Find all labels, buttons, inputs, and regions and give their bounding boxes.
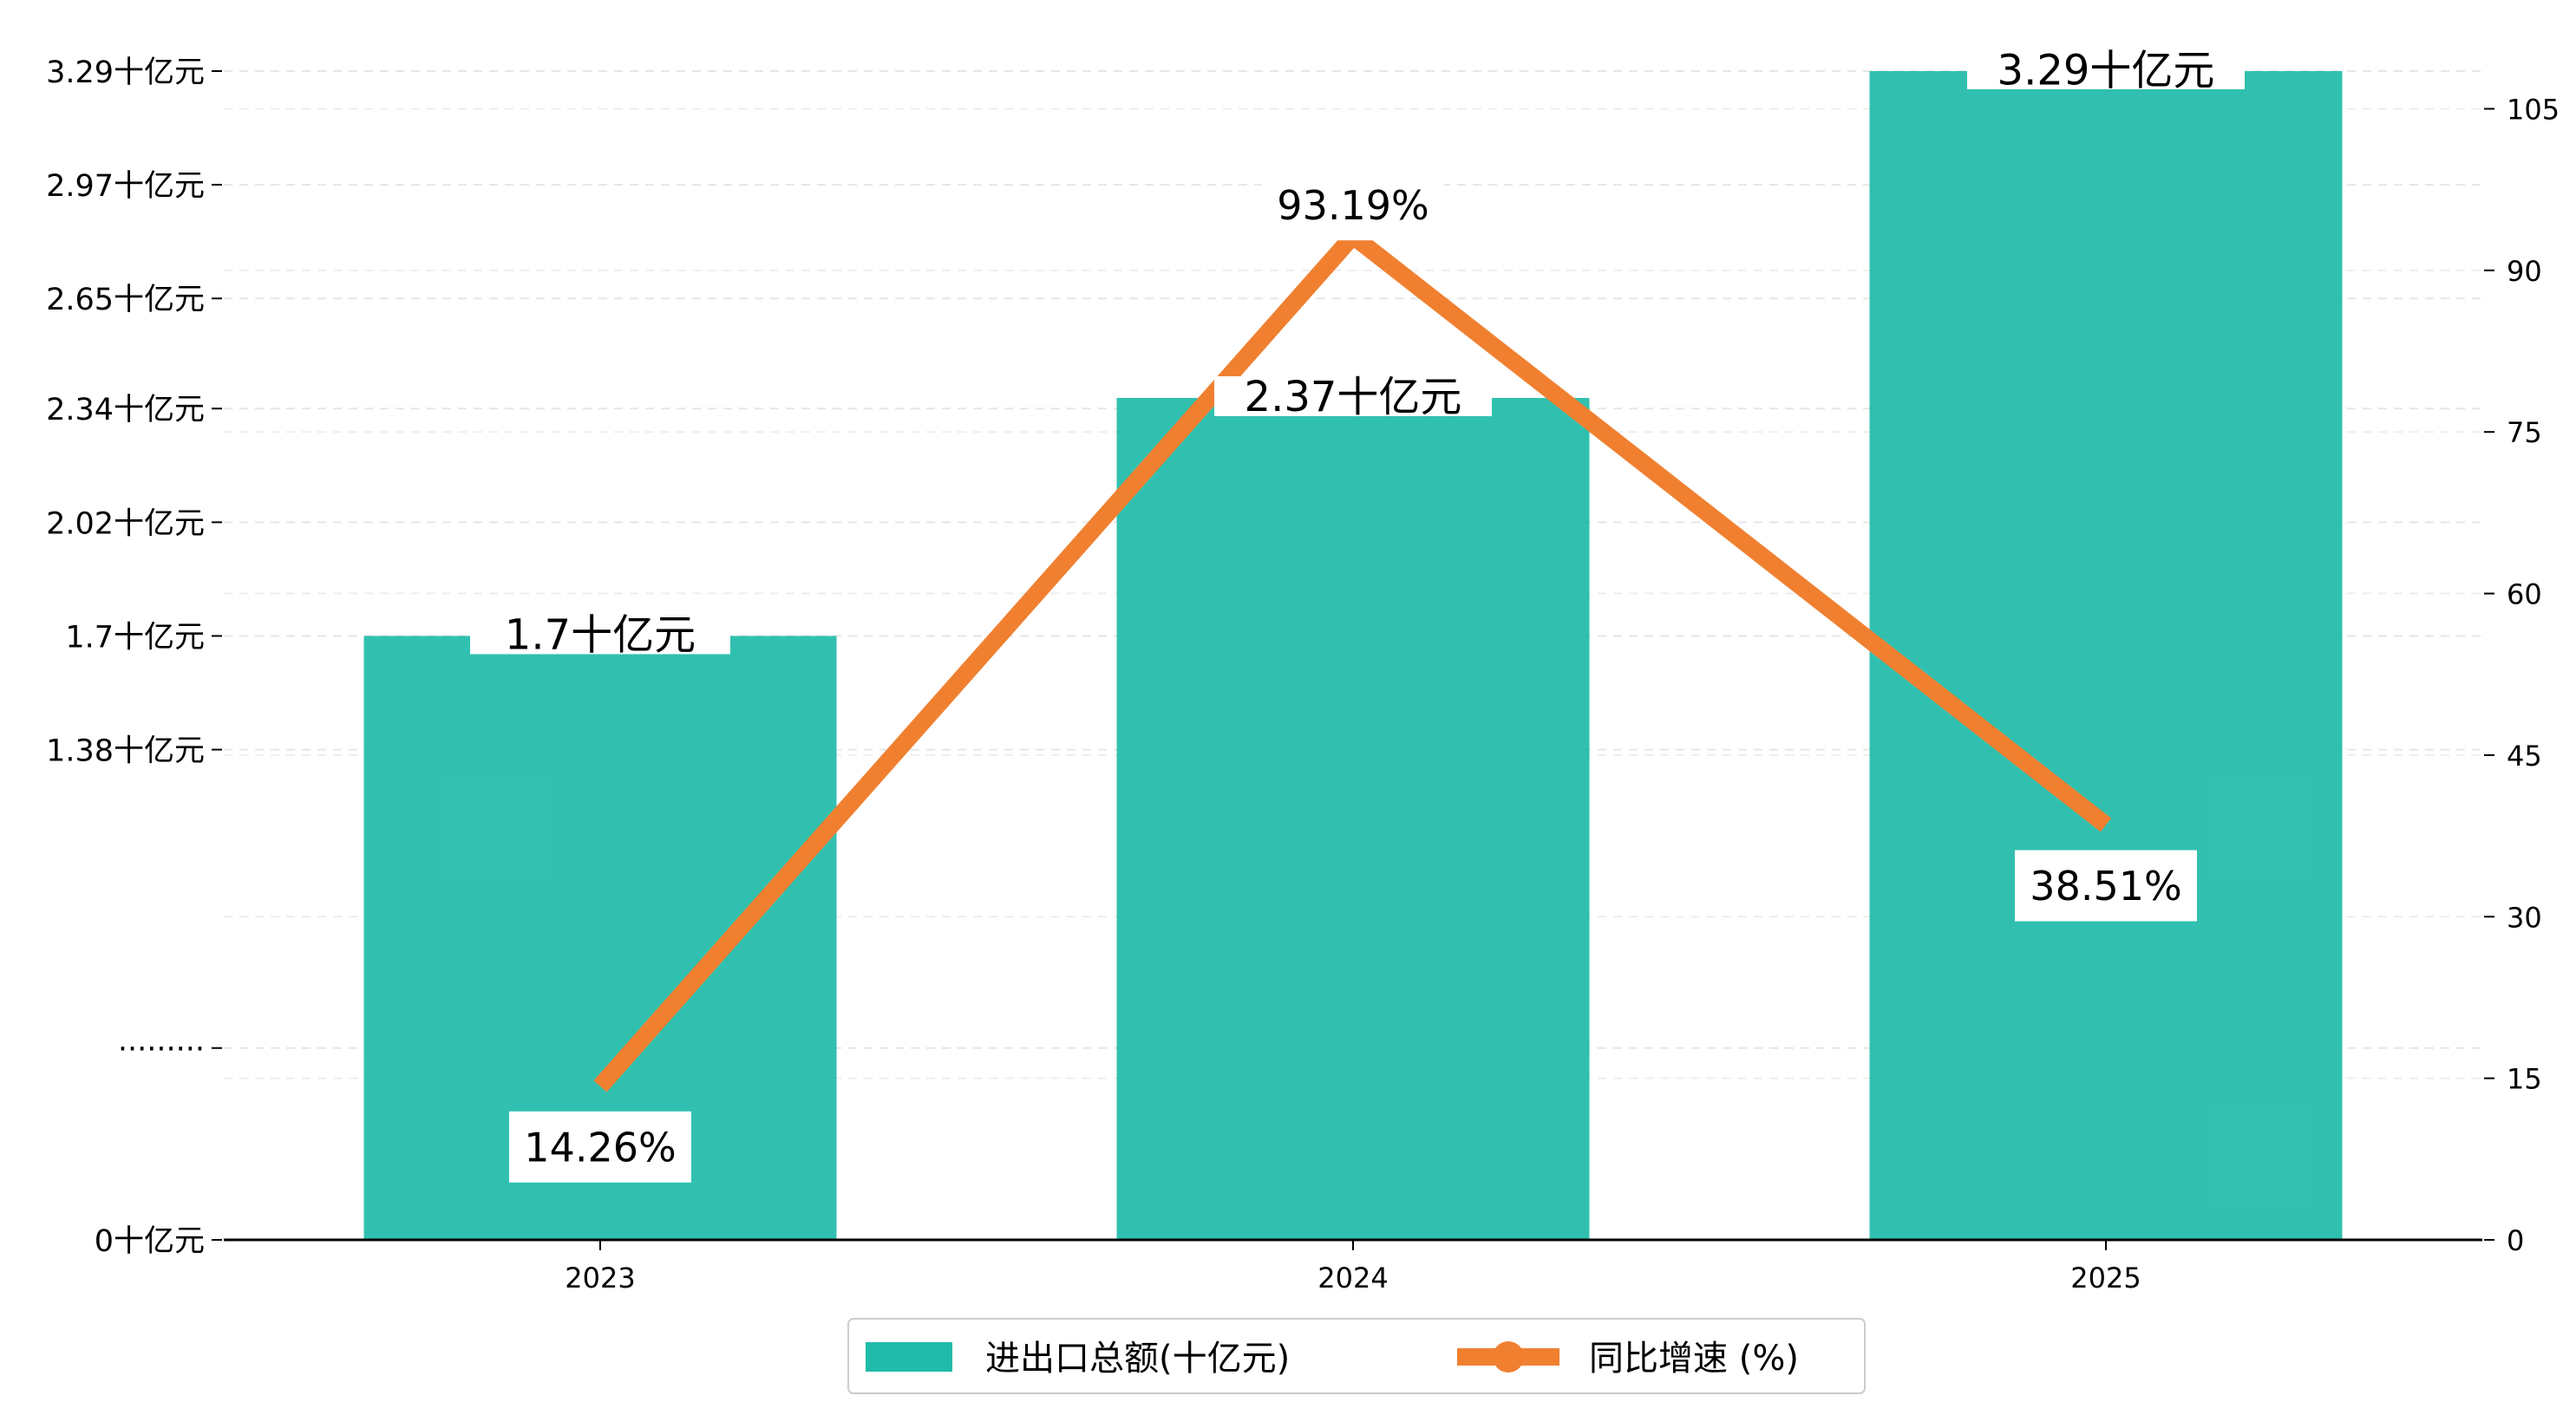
axes: 2023 2024 2025 0十亿元 ········· 1.38十亿元 1.7十亿元 2.… <box>46 55 2560 1294</box>
bar-2024 <box>1116 397 1590 1240</box>
y-left-tick-label: 3.29十亿元 <box>46 55 205 90</box>
bar-value-label-box <box>470 614 730 655</box>
y-left-tick-label: 1.7十亿元 <box>65 620 205 655</box>
y-left-tick-label: 2.34十亿元 <box>46 393 205 427</box>
y-right-tick-label: 15 <box>2507 1063 2542 1096</box>
y-right-tick-label: 105 <box>2507 93 2560 126</box>
y-left-tick-label: 0十亿元 <box>95 1224 205 1259</box>
bar-value-label: 3.29十亿元 <box>1997 46 2215 95</box>
growth-value-label-box <box>1262 169 1444 241</box>
y-right-tick-label: 0 <box>2507 1224 2524 1257</box>
growth-value-label: 93.19% <box>1277 182 1429 229</box>
y-left-tick-label: 2.02十亿元 <box>46 506 205 541</box>
x-tick-label: 2024 <box>1317 1262 1388 1294</box>
y-left-tick-label: 2.65十亿元 <box>46 283 205 317</box>
y-right-tick-label: 45 <box>2507 740 2542 773</box>
growth-value-label-box <box>2015 850 2197 922</box>
legend-line-label: 同比增速 (%) <box>1589 1339 1799 1379</box>
growth-value-label-box <box>509 1111 691 1183</box>
x-tick-label: 2023 <box>565 1262 635 1294</box>
bar-value-label: 1.7十亿元 <box>505 611 696 660</box>
y-right-tick-label: 90 <box>2507 255 2542 288</box>
y-right-tick-label: 30 <box>2507 901 2542 934</box>
x-tick-label: 2025 <box>2070 1262 2141 1294</box>
y-left-tick-label: 1.38十亿元 <box>46 734 205 769</box>
legend-bar-label: 进出口总额(十亿元) <box>985 1339 1290 1379</box>
legend-frame <box>847 1318 1866 1394</box>
bar-value-label-box <box>1967 49 2245 89</box>
bar-value-label-box <box>1214 375 1492 416</box>
y-right-tick-label: 60 <box>2507 578 2542 611</box>
y-left-tick-label: 2.97十亿元 <box>46 169 205 204</box>
data-labels: 1.7十亿元 2.37十亿元 3.29十亿元 14.26% 93.19% 38.51% <box>470 46 2245 1183</box>
bar-value-label: 2.37十亿元 <box>1245 373 1462 421</box>
bar-series <box>363 71 2343 1240</box>
y-right-tick-label: 75 <box>2507 416 2542 449</box>
y-left-tick-label: ········· <box>118 1033 205 1067</box>
bar-2025 <box>1869 71 2343 1240</box>
legend: 进出口总额(十亿元) 同比增速 (%) <box>847 1318 1866 1394</box>
growth-value-label: 14.26% <box>524 1124 676 1170</box>
legend-line-marker <box>1493 1341 1524 1373</box>
legend-bar-swatch <box>866 1342 952 1372</box>
growth-value-label: 38.51% <box>2030 863 2181 910</box>
